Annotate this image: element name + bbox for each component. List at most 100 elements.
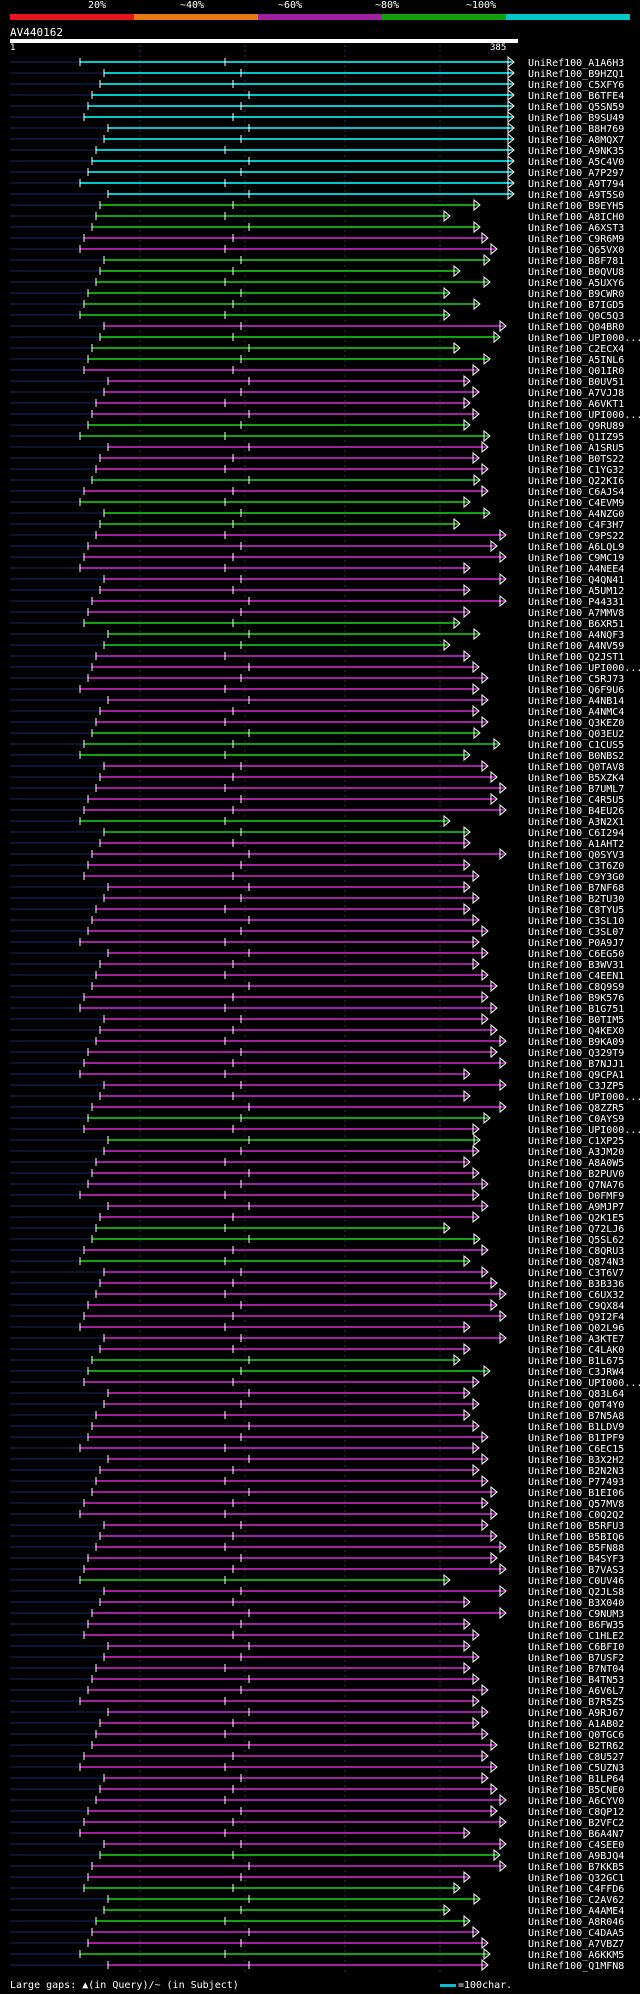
hit-label[interactable]: UniRef100_Q72LJ6 (528, 1224, 624, 1235)
hit-label[interactable]: UniRef100_C6EC15 (528, 1444, 624, 1455)
hit-label[interactable]: UniRef100_C0Q2Q2 (528, 1510, 624, 1521)
hit-label[interactable]: UniRef100_Q3KEZ0 (528, 718, 624, 729)
hit-label[interactable]: UniRef100_A4NMC4 (528, 707, 624, 718)
hit-label[interactable]: UniRef100_Q02L96 (528, 1323, 624, 1334)
hit-label[interactable]: UniRef100_B9CWR0 (528, 289, 624, 300)
hit-label[interactable]: UniRef100_B5BIQ6 (528, 1532, 624, 1543)
hit-label[interactable]: UniRef100_B3X040 (528, 1598, 624, 1609)
hit-label[interactable]: UniRef100_C0AYS9 (528, 1114, 624, 1125)
hit-label[interactable]: UniRef100_A6VKT1 (528, 399, 624, 410)
hit-label[interactable]: UniRef100_C1YG32 (528, 465, 624, 476)
hit-label[interactable]: UniRef100_C8QP12 (528, 1807, 624, 1818)
hit-label[interactable]: UniRef100_C8QRU3 (528, 1246, 624, 1257)
hit-label[interactable]: UniRef100_B1L675 (528, 1356, 624, 1367)
hit-label[interactable]: UniRef100_A9NK35 (528, 146, 624, 157)
hit-label[interactable]: UniRef100_C5RJ73 (528, 674, 624, 685)
hit-label[interactable]: UniRef100_A7VBZ7 (528, 1939, 624, 1950)
hit-label[interactable]: UniRef100_B5XZK4 (528, 773, 624, 784)
hit-label[interactable]: UniRef100_C3SL07 (528, 927, 624, 938)
hit-label[interactable]: UniRef100_A4AME4 (528, 1906, 624, 1917)
hit-label[interactable]: UniRef100_UPI000... (528, 333, 640, 344)
hit-label[interactable]: UniRef100_Q22KI6 (528, 476, 624, 487)
hit-label[interactable]: UniRef100_A4NV59 (528, 641, 624, 652)
hit-label[interactable]: UniRef100_B5FN88 (528, 1543, 624, 1554)
hit-label[interactable]: UniRef100_A7VJJ8 (528, 388, 624, 399)
hit-label[interactable]: UniRef100_Q32GC1 (528, 1873, 624, 1884)
hit-label[interactable]: UniRef100_C3SL10 (528, 916, 624, 927)
hit-label[interactable]: UniRef100_B1G751 (528, 1004, 624, 1015)
hit-label[interactable]: UniRef100_C9PS22 (528, 531, 624, 542)
hit-label[interactable]: UniRef100_B4TN53 (528, 1675, 624, 1686)
hit-label[interactable]: UniRef100_B6TFE4 (528, 91, 624, 102)
hit-label[interactable]: UniRef100_A3KTE7 (528, 1334, 624, 1345)
hit-label[interactable]: UniRef100_A4NZG0 (528, 509, 624, 520)
hit-label[interactable]: UniRef100_C9R6M9 (528, 234, 624, 245)
hit-label[interactable]: UniRef100_B7IGD5 (528, 300, 624, 311)
hit-label[interactable]: UniRef100_C4SEE0 (528, 1840, 624, 1851)
hit-label[interactable]: UniRef100_A5UM12 (528, 586, 624, 597)
hit-label[interactable]: UniRef100_Q6F9U6 (528, 685, 624, 696)
hit-label[interactable]: UniRef100_A3JM20 (528, 1147, 624, 1158)
hit-label[interactable]: UniRef100_C6I294 (528, 828, 624, 839)
hit-label[interactable]: UniRef100_Q8ZZR5 (528, 1103, 624, 1114)
hit-label[interactable]: UniRef100_Q329T9 (528, 1048, 624, 1059)
hit-label[interactable]: UniRef100_UPI000... (528, 1092, 640, 1103)
hit-label[interactable]: UniRef100_P77493 (528, 1477, 624, 1488)
hit-label[interactable]: UniRef100_A8ICH0 (528, 212, 624, 223)
hit-label[interactable]: UniRef100_A7MMV8 (528, 608, 624, 619)
hit-label[interactable]: UniRef100_C6BFI0 (528, 1642, 624, 1653)
hit-label[interactable]: UniRef100_Q4QN41 (528, 575, 624, 586)
hit-label[interactable]: UniRef100_B0UV51 (528, 377, 624, 388)
hit-label[interactable]: UniRef100_B9K576 (528, 993, 624, 1004)
hit-label[interactable]: UniRef100_Q9I2F4 (528, 1312, 624, 1323)
hit-label[interactable]: UniRef100_C4FFD6 (528, 1884, 624, 1895)
hit-label[interactable]: UniRef100_B3WV31 (528, 960, 624, 971)
hit-label[interactable]: UniRef100_C2AV62 (528, 1895, 624, 1906)
hit-label[interactable]: UniRef100_B7UML7 (528, 784, 624, 795)
hit-label[interactable]: UniRef100_Q0T4Y0 (528, 1400, 624, 1411)
hit-label[interactable]: UniRef100_A4NB14 (528, 696, 624, 707)
hit-label[interactable]: UniRef100_A1AB02 (528, 1719, 624, 1730)
hit-label[interactable]: UniRef100_B0NBS2 (528, 751, 624, 762)
hit-label[interactable]: UniRef100_C0UV46 (528, 1576, 624, 1587)
hit-label[interactable]: UniRef100_Q7NA76 (528, 1180, 624, 1191)
hit-label[interactable]: UniRef100_B6XR51 (528, 619, 624, 630)
hit-label[interactable]: UniRef100_C3JRW4 (528, 1367, 624, 1378)
hit-label[interactable]: UniRef100_B7NF68 (528, 883, 624, 894)
hit-label[interactable]: UniRef100_A6XST3 (528, 223, 624, 234)
hit-label[interactable]: UniRef100_C9Y3G0 (528, 872, 624, 883)
hit-label[interactable]: UniRef100_UPI000... (528, 663, 640, 674)
hit-label[interactable]: UniRef100_A3N2X1 (528, 817, 624, 828)
hit-label[interactable]: UniRef100_Q0SYV3 (528, 850, 624, 861)
hit-label[interactable]: UniRef100_C4LAK0 (528, 1345, 624, 1356)
hit-label[interactable]: UniRef100_Q65VX0 (528, 245, 624, 256)
hit-label[interactable]: UniRef100_C5XFY6 (528, 80, 624, 91)
hit-label[interactable]: UniRef100_A1AHT2 (528, 839, 624, 850)
hit-label[interactable]: UniRef100_B4SYF3 (528, 1554, 624, 1565)
hit-label[interactable]: UniRef100_B9SU49 (528, 113, 624, 124)
hit-label[interactable]: UniRef100_A8A0W5 (528, 1158, 624, 1169)
hit-label[interactable]: UniRef100_C3T6Z0 (528, 861, 624, 872)
hit-label[interactable]: UniRef100_Q874N3 (528, 1257, 624, 1268)
hit-label[interactable]: UniRef100_A1SRU5 (528, 443, 624, 454)
hit-label[interactable]: UniRef100_C8TYU5 (528, 905, 624, 916)
hit-label[interactable]: UniRef100_Q2K1E5 (528, 1213, 624, 1224)
hit-label[interactable]: UniRef100_C4EVM9 (528, 498, 624, 509)
hit-label[interactable]: UniRef100_B8H769 (528, 124, 624, 135)
hit-label[interactable]: UniRef100_A9RJ67 (528, 1708, 624, 1719)
hit-label[interactable]: UniRef100_A1A6H3 (528, 58, 624, 69)
hit-label[interactable]: UniRef100_B3X2H2 (528, 1455, 624, 1466)
hit-label[interactable]: UniRef100_B2TR62 (528, 1741, 624, 1752)
hit-label[interactable]: UniRef100_B2TU30 (528, 894, 624, 905)
hit-label[interactable]: UniRef100_C4F3H7 (528, 520, 624, 531)
hit-label[interactable]: UniRef100_B1LDV9 (528, 1422, 624, 1433)
hit-label[interactable]: UniRef100_D0FMF9 (528, 1191, 624, 1202)
hit-label[interactable]: UniRef100_A9T794 (528, 179, 624, 190)
hit-label[interactable]: UniRef100_A4NEE4 (528, 564, 624, 575)
hit-label[interactable]: UniRef100_Q1IZ95 (528, 432, 624, 443)
hit-label[interactable]: UniRef100_C3JZP5 (528, 1081, 624, 1092)
hit-label[interactable]: UniRef100_C9QX84 (528, 1301, 624, 1312)
hit-label[interactable]: UniRef100_Q9CPA1 (528, 1070, 624, 1081)
hit-label[interactable]: UniRef100_B0TIM5 (528, 1015, 624, 1026)
hit-label[interactable]: UniRef100_Q0TGC6 (528, 1730, 624, 1741)
